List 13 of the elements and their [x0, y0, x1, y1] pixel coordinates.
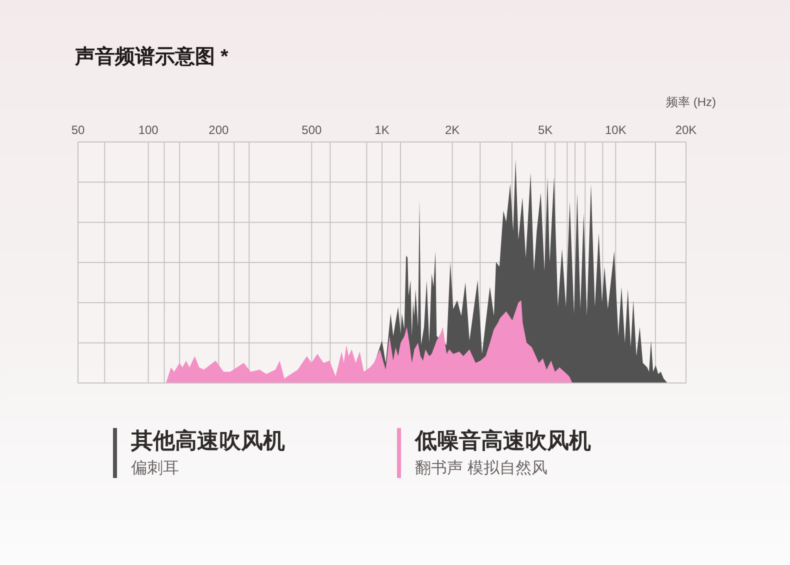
x-tick-label: 50	[71, 123, 85, 137]
x-tick-label: 100	[138, 123, 159, 137]
x-tick-label: 2K	[444, 123, 460, 137]
x-tick-label: 1K	[374, 123, 390, 137]
x-tick-label: 500	[302, 123, 322, 137]
x-axis-title: 频率 (Hz)	[666, 95, 716, 109]
x-tick-label: 5K	[538, 123, 553, 137]
x-tick-label: 20K	[675, 123, 697, 137]
chart-title: 声音频谱示意图 *	[74, 45, 229, 68]
x-tick-label: 10K	[604, 123, 626, 137]
x-tick-label: 200	[208, 123, 230, 137]
legend-label: 其他高速吹风机	[130, 428, 285, 453]
legend-label: 低噪音高速吹风机	[414, 428, 591, 453]
